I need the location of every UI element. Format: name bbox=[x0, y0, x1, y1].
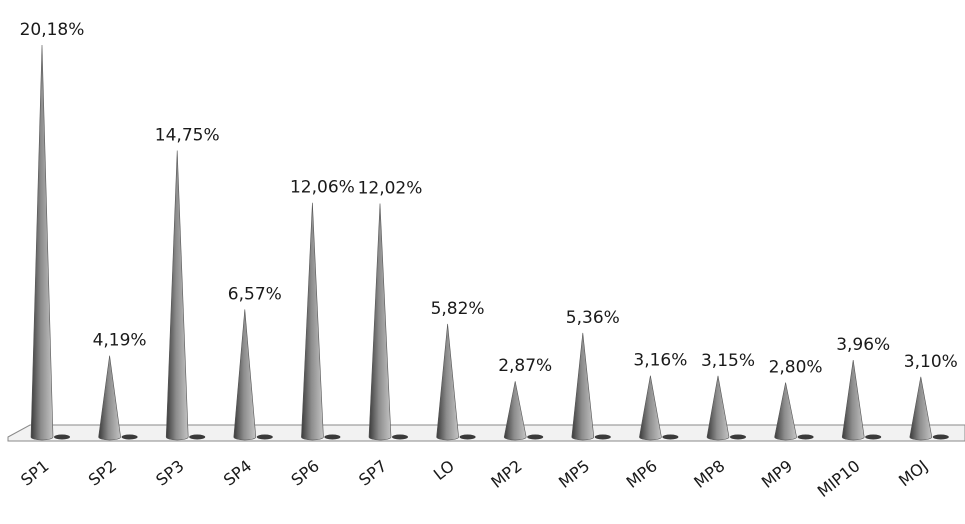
data-label: 3,10% bbox=[904, 352, 958, 372]
cone-shadow bbox=[865, 434, 882, 440]
data-label: 5,82% bbox=[431, 299, 485, 319]
cone-shadow bbox=[392, 434, 408, 440]
tick-label: SP4 bbox=[220, 456, 255, 489]
cone-mark-sp6 bbox=[301, 202, 324, 441]
floor-plane bbox=[7, 424, 965, 442]
tick-label: SP3 bbox=[152, 456, 187, 489]
data-label: 6,57% bbox=[228, 284, 282, 304]
tick-label: MP6 bbox=[623, 456, 661, 492]
data-label: 2,80% bbox=[769, 358, 823, 378]
cone-shadow bbox=[662, 434, 679, 440]
tick-label: MP9 bbox=[758, 456, 796, 492]
data-label: 12,02% bbox=[358, 179, 423, 199]
tick-label: SP6 bbox=[288, 456, 323, 489]
cone-shadow bbox=[730, 434, 746, 440]
category-axis: SP1 SP2 SP3 SP4 SP6 SP7 LO MP2 MP5 MP6 MP8 MP9 MIP10… bbox=[17, 456, 931, 501]
cone-shadow bbox=[324, 434, 341, 440]
data-label: 5,36% bbox=[566, 308, 620, 328]
cone-mark-sp1 bbox=[30, 44, 54, 441]
cone-shadow bbox=[932, 434, 949, 440]
cone-series bbox=[30, 44, 949, 441]
data-label: 14,75% bbox=[155, 125, 220, 145]
cone-shadow bbox=[797, 434, 814, 440]
data-label: 2,87% bbox=[498, 356, 552, 376]
cone-shadow bbox=[459, 434, 476, 440]
chart-floor bbox=[7, 424, 965, 442]
cone-mark-mip10 bbox=[841, 360, 865, 441]
tick-label: MP2 bbox=[487, 456, 525, 492]
data-label: 3,16% bbox=[633, 351, 687, 371]
cone-shadow bbox=[189, 434, 206, 440]
tick-label: MOJ bbox=[895, 456, 931, 490]
tick-label: MP8 bbox=[690, 456, 728, 492]
data-label: 3,15% bbox=[701, 351, 755, 371]
tick-label: MP5 bbox=[555, 456, 593, 492]
cone-shadow bbox=[527, 434, 544, 440]
data-label: 4,19% bbox=[93, 331, 147, 351]
tick-label: SP7 bbox=[355, 456, 390, 489]
tick-label: LO bbox=[430, 456, 458, 484]
data-label: 3,96% bbox=[836, 335, 890, 355]
cone-mark-sp3 bbox=[165, 150, 189, 441]
cone-shadow bbox=[121, 434, 138, 440]
cone-shadow bbox=[54, 434, 70, 440]
cone-shadow bbox=[594, 434, 611, 440]
data-labels: 20,18% 4,19% 14,75% 6,57% 12,06% 12,02% 5,82% 2… bbox=[20, 20, 958, 378]
cone-mark-mp6 bbox=[639, 375, 662, 441]
cone-mark-mp9 bbox=[774, 382, 797, 441]
cone-mark-moj bbox=[909, 376, 933, 441]
cone-mark-mp8 bbox=[706, 375, 730, 441]
cone-mark-mp2 bbox=[503, 381, 527, 441]
tick-label: SP1 bbox=[17, 456, 52, 489]
cone-mark-sp7 bbox=[368, 203, 392, 441]
data-label: 12,06% bbox=[290, 178, 355, 198]
data-label: 20,18% bbox=[20, 20, 85, 40]
cone-mark-sp4 bbox=[233, 309, 257, 441]
cone-mark-sp2 bbox=[98, 355, 121, 441]
cone-mark-lo bbox=[436, 323, 459, 441]
cone-shadow bbox=[256, 434, 273, 440]
cone-mark-mp5 bbox=[571, 332, 595, 441]
tick-label: SP2 bbox=[85, 456, 120, 489]
tick-label: MIP10 bbox=[814, 456, 864, 501]
